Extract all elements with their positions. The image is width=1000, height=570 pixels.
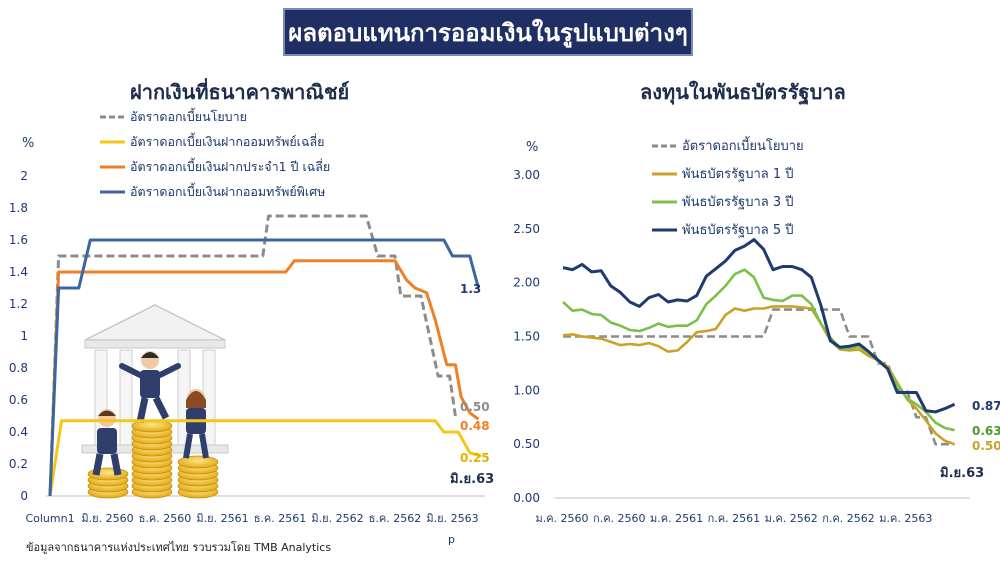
left-y-unit-label: % [22,136,34,151]
right-y-tick-label: 0.00 [513,491,540,505]
right-x-tick-label: ก.ค. 2562 [822,512,875,525]
right-chart-title: ลงทุนในพันธบัตรรัฐบาล [640,80,846,104]
right-legend-bond1: พันธบัตรรัฐบาล 1 ปี [682,166,794,182]
right-legend-policy: อัตราดอกเบี้ยนโยบาย [682,136,804,154]
left-legend-fixed1y: อัตราดอกเบี้ยเงินฝากประจำ1 ปี เฉลี่ย [130,157,330,174]
left-series-line-2 [48,259,480,497]
left-legend-policy: อัตราดอกเบี้ยนโยบาย [130,107,247,124]
right-y-tick-label: 2.00 [513,276,540,290]
left-chart-title: ฝากเงินที่ธนาคารพาณิชย์ [130,80,350,104]
left-y-tick-label: 0.2 [9,457,28,471]
right-end-value-label: 0.50 [972,439,1000,453]
source-note: ข้อมูลจากธนาคารแห่งประเทศไทย รวบรวมโดย T… [26,541,332,554]
left-end-value-label: 0.48 [460,419,490,433]
right-y-tick-label: 0.50 [513,437,540,451]
right-legend: อัตราดอกเบี้ยนโยบาย พันธบัตรรัฐบาล 1 ปี … [652,136,804,238]
left-x-tick-label: มิ.ย. 2562 [311,512,363,525]
left-x-tick-label: มิ.ย. 2561 [196,512,248,525]
left-deposit-chart: % 0 0.2 0.4 0.6 0.8 1 1.2 1.4 1.6 1.8 2 Column1 มิ.… [9,107,494,546]
right-y-unit-label: % [526,140,538,155]
right-series-line-0 [563,308,955,446]
business-people-icon [92,351,209,476]
left-legend: อัตราดอกเบี้ยนโยบาย อัตราดอกเบี้ยเงินฝาก… [100,107,330,199]
right-y-tick-label: 2.50 [513,222,540,236]
left-legend-special: อัตราดอกเบี้ยเงินฝากออมทรัพย์พิเศษ [130,182,325,199]
left-y-tick-label: 0.6 [9,393,28,407]
right-x-tick-label: ก.ค. 2560 [593,512,646,525]
left-y-tick-label: 1.8 [9,201,28,215]
page-banner: ผลตอบแทนการออมเงินในรูปแบบต่างๆ [283,8,693,56]
left-x-tick-label: ธ.ค. 2561 [254,512,307,525]
right-y-tick-label: 1.00 [513,383,540,397]
left-y-tick-label: 0 [20,489,28,503]
left-series-line-0 [48,214,457,497]
left-x-tick-label: Column1 [25,512,74,525]
right-y-tick-label: 3.00 [513,168,540,182]
left-series-line-3 [48,238,480,497]
left-end-value-label: 0.25 [460,451,490,465]
left-y-tick-label: 1.2 [9,297,28,311]
left-end-value-label: 0.50 [460,400,490,414]
right-series-line-3 [562,238,956,414]
left-last-note: มิ.ย.63 [450,472,494,487]
left-y-tick-label: 2 [20,169,28,183]
left-y-tick-label: 0.4 [9,425,28,439]
right-last-note: มิ.ย.63 [940,466,984,481]
left-y-tick-label: 1 [20,329,28,343]
right-y-tick-label: 1.50 [513,330,540,344]
right-x-tick-label: ม.ค. 2560 [535,512,588,525]
right-x-tick-label: ม.ค. 2562 [765,512,818,525]
left-x-extra-label: p [448,533,455,546]
right-legend-bond5: พันธบัตรรัฐบาล 5 ปี [682,222,794,238]
left-y-tick-label: 0.8 [9,361,28,375]
right-x-tick-label: ม.ค. 2563 [879,512,932,525]
left-x-tick-label: ธ.ค. 2560 [139,512,192,525]
right-bond-chart: % 0.00 0.50 1.00 1.50 2.00 2.50 3.00 ม.ค. 2560… [513,136,1000,525]
left-y-tick-label: 1.4 [9,265,28,279]
right-end-value-label: 0.87 [972,399,1000,413]
left-end-value-label: 1.3 [460,282,481,296]
right-x-tick-label: ม.ค. 2561 [650,512,703,525]
left-x-tick-label: มิ.ย. 2560 [81,512,133,525]
left-y-tick-label: 1.6 [9,233,28,247]
left-x-tick-label: มิ.ย. 2563 [426,512,478,525]
right-x-tick-label: ก.ค. 2561 [708,512,761,525]
right-end-value-label: 0.63 [972,424,1000,438]
left-x-tick-label: ธ.ค. 2562 [369,512,422,525]
right-legend-bond3: พันธบัตรรัฐบาล 3 ปี [682,194,794,210]
left-legend-savings: อัตราดอกเบี้ยเงินฝากออมทรัพย์เฉลี่ย [130,132,324,149]
left-series-line-1 [48,419,482,497]
